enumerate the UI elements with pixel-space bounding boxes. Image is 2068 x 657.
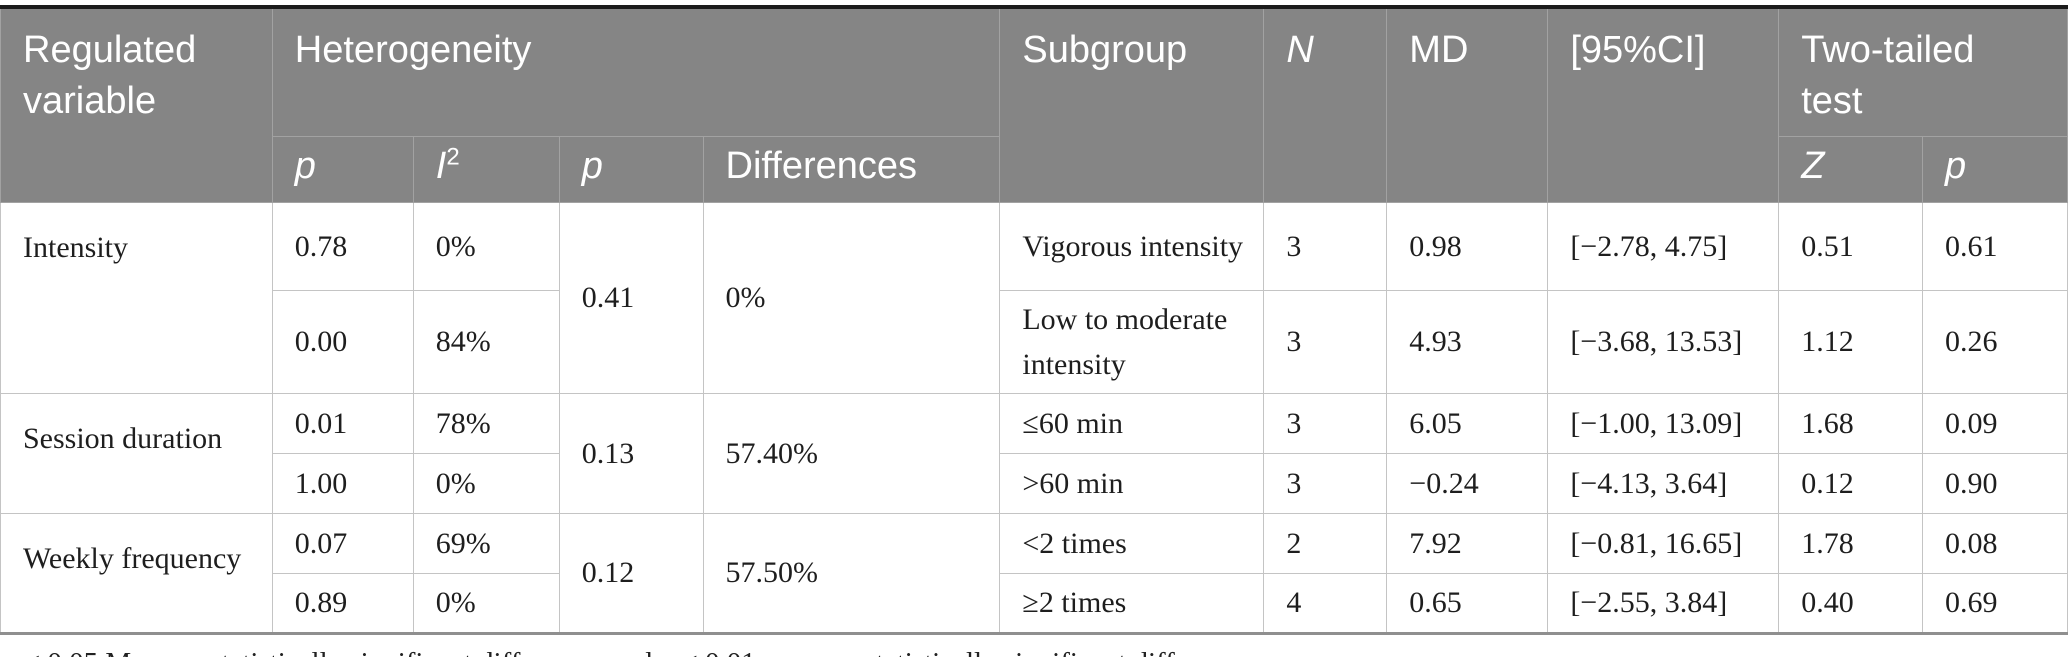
- cell-i-squared: 84%: [412, 289, 560, 394]
- cell-md: 0.98: [1386, 201, 1549, 291]
- cell-subgroup: Vigorous intensity: [999, 201, 1265, 291]
- table-row: Weekly frequency 0.07 69% 0.12 57.50% <2…: [0, 512, 2068, 634]
- cell-z: 0.12: [1778, 452, 1924, 514]
- header-diff-p: p: [558, 135, 704, 203]
- cell-ci: [−2.78, 4.75]: [1547, 201, 1780, 291]
- cell-ci: [−3.68, 13.53]: [1547, 289, 1780, 394]
- cell-het-p: 0.00: [271, 289, 414, 394]
- header-row-sub: p I2 p Differences Z p: [1, 135, 2068, 203]
- cell-variable: Session duration: [0, 392, 273, 514]
- page: Regulated variable Heterogeneity Subgrou…: [0, 5, 2068, 657]
- cell-het-p: 0.78: [271, 201, 414, 291]
- cell-n: 3: [1263, 452, 1388, 514]
- header-regulated-variable: Regulated variable: [0, 6, 273, 203]
- cell-i-squared: 78%: [412, 392, 560, 454]
- cell-i-squared: 0%: [412, 201, 560, 291]
- table-row: Intensity 0.78 0% 0.41 0% Vigorous inten…: [0, 201, 2068, 394]
- cell-md: 0.65: [1386, 572, 1549, 634]
- cell-i-squared: 0%: [412, 452, 560, 514]
- cell-ci: [−2.55, 3.84]: [1547, 572, 1780, 634]
- cell-variable: Intensity: [0, 201, 273, 394]
- cell-z: 1.68: [1778, 392, 1924, 454]
- header-row-top: Regulated variable Heterogeneity Subgrou…: [0, 6, 2068, 203]
- cell-subgroup: <2 times: [999, 512, 1265, 574]
- table-row: 0.00 84% Low to moderate intensity 3 4.9…: [1, 289, 2068, 394]
- cell-het-p: 0.89: [271, 572, 414, 634]
- cell-p: 0.08: [1922, 512, 2068, 574]
- footnote-text: < 0.01 means a statistically significant…: [674, 647, 1257, 657]
- cell-diff-p: 0.13: [558, 392, 704, 514]
- cell-n: 2: [1263, 512, 1388, 574]
- cell-ci: [−1.00, 13.09]: [1547, 392, 1780, 454]
- footnote-p-italic: p: [2, 647, 17, 657]
- cell-md: −0.24: [1386, 452, 1549, 514]
- cell-diff-p: 0.41: [558, 201, 704, 394]
- table-row: 1.00 0% >60 min 3 −0.24 [−4.13, 3.64] 0.…: [1, 452, 2068, 514]
- cell-het-p: 0.01: [271, 392, 414, 454]
- header-het-p: p: [271, 135, 414, 203]
- cell-n: 4: [1263, 572, 1388, 634]
- cell-ci: [−4.13, 3.64]: [1547, 452, 1780, 514]
- header-n: N: [1263, 6, 1388, 203]
- cell-subgroup: Low to moderate intensity: [999, 289, 1265, 394]
- i-squared-base: I: [435, 144, 447, 187]
- header-subgroup: Subgroup: [999, 6, 1265, 203]
- cell-ci: [−0.81, 16.65]: [1547, 512, 1780, 574]
- cell-het-p: 1.00: [271, 452, 414, 514]
- header-i-squared: I2: [412, 135, 560, 203]
- cell-n: 3: [1263, 392, 1388, 454]
- cell-p: 0.26: [1922, 289, 2068, 394]
- cell-i-squared: 0%: [412, 572, 560, 634]
- cell-md: 6.05: [1386, 392, 1549, 454]
- cell-p: 0.90: [1922, 452, 2068, 514]
- header-95ci: [95%CI]: [1547, 6, 1780, 203]
- cell-z: 0.51: [1778, 201, 1924, 291]
- header-differences: Differences: [702, 135, 1001, 203]
- header-two-tailed-test: Two-tailed test: [1778, 6, 2068, 137]
- header-md: MD: [1386, 6, 1549, 203]
- cell-z: 1.12: [1778, 289, 1924, 394]
- cell-md: 7.92: [1386, 512, 1549, 574]
- cell-differences: 0%: [702, 201, 1001, 394]
- table-body: Intensity 0.78 0% 0.41 0% Vigorous inten…: [0, 201, 2068, 634]
- cell-n: 3: [1263, 289, 1388, 394]
- cell-variable: Weekly frequency: [0, 512, 273, 634]
- table-header: Regulated variable Heterogeneity Subgrou…: [0, 6, 2068, 203]
- table-row: 0.89 0% ≥2 times 4 0.65 [−2.55, 3.84] 0.…: [1, 572, 2068, 634]
- cell-het-p: 0.07: [271, 512, 414, 574]
- footnote-p-italic: p: [660, 647, 675, 657]
- footnote-text: < 0.05 Means a statistically significant…: [17, 647, 660, 657]
- cell-differences: 57.50%: [702, 512, 1001, 634]
- cell-diff-p: 0.12: [558, 512, 704, 634]
- cell-subgroup: ≤60 min: [999, 392, 1265, 454]
- cell-differences: 57.40%: [702, 392, 1001, 514]
- table-footnote: p < 0.05 Means a statistically significa…: [2, 647, 2068, 657]
- cell-i-squared: 69%: [412, 512, 560, 574]
- i-squared-exponent: 2: [446, 142, 460, 170]
- cell-md: 4.93: [1386, 289, 1549, 394]
- header-heterogeneity: Heterogeneity: [271, 6, 1001, 137]
- cell-subgroup: ≥2 times: [999, 572, 1265, 634]
- cell-z: 1.78: [1778, 512, 1924, 574]
- cell-n: 3: [1263, 201, 1388, 291]
- cell-z: 0.40: [1778, 572, 1924, 634]
- subgroup-analysis-table: Regulated variable Heterogeneity Subgrou…: [0, 5, 2068, 635]
- cell-p: 0.69: [1922, 572, 2068, 634]
- cell-p: 0.09: [1922, 392, 2068, 454]
- header-z: Z: [1778, 135, 1924, 203]
- cell-subgroup: >60 min: [999, 452, 1265, 514]
- header-test-p: p: [1922, 135, 2068, 203]
- table-row: Session duration 0.01 78% 0.13 57.40% ≤6…: [0, 392, 2068, 514]
- cell-p: 0.61: [1922, 201, 2068, 291]
